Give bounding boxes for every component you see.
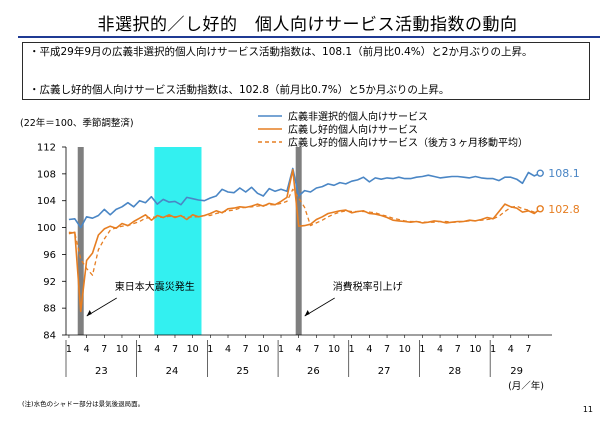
y-tick-label: 100 — [37, 223, 56, 234]
x-tick-label: 7 — [101, 344, 107, 355]
y-tick-label: 104 — [37, 196, 56, 207]
end-marker-hobby — [536, 205, 544, 213]
x-tick-label: 10 — [187, 344, 199, 355]
x-tick-label: 10 — [116, 344, 128, 355]
x-tick-label: 7 — [243, 344, 249, 355]
x-tick-label: 7 — [384, 344, 390, 355]
year-label: 23 — [95, 366, 108, 377]
x-tick-label: 10 — [469, 344, 481, 355]
year-label: 25 — [236, 366, 249, 377]
chart-area: (22年＝100、季節調整済) 84 88 92 96 100 104 108 112 1 4 7 10… — [0, 100, 615, 395]
x-tick-label: 7 — [525, 344, 531, 355]
recession-shade — [154, 147, 202, 335]
summary-box: ・平成29年9月の広義非選択的個人向けサービス活動指数は、108.1（前月比0.… — [22, 42, 590, 100]
summary-bullet-nonselective: ・平成29年9月の広義非選択的個人向けサービス活動指数は、108.1（前月比0.… — [29, 46, 533, 58]
event-bar-0 — [77, 147, 84, 335]
year-label: 26 — [307, 366, 320, 377]
chart-subtitle: (22年＝100、季節調整済) — [20, 117, 134, 129]
x-tick-label: 4 — [84, 344, 90, 355]
x-tick-label: 4 — [437, 344, 443, 355]
x-unit-label: (月／年) — [508, 380, 544, 392]
x-tick-label: 1 — [419, 344, 425, 355]
x-tick-label: 1 — [349, 344, 355, 355]
event-bar-1 — [295, 147, 302, 335]
y-tick-label: 108 — [37, 169, 56, 180]
line-hobby-ma3 — [68, 188, 541, 276]
legend-label-0: 広義非選択的個人向けサービス — [288, 110, 428, 123]
page-title: 非選択的／し好的 個人向けサービス活動指数の動向 — [97, 15, 518, 35]
summary-bullet-hobby: ・広義し好的個人向けサービス活動指数は、102.8（前月比0.7%）と5か月ぶり… — [29, 84, 450, 96]
page-number: 11 — [582, 405, 593, 414]
x-tick-label: 4 — [225, 344, 231, 355]
footnote: (注)水色のシャドー部分は景気後退局面。 — [22, 400, 145, 408]
x-tick-label: 7 — [313, 344, 319, 355]
event-arrowhead-1 — [304, 310, 310, 316]
title-underline — [18, 36, 600, 38]
x-tick-label: 1 — [278, 344, 284, 355]
year-label: 24 — [166, 366, 179, 377]
end-label-hobby: 102.8 — [548, 203, 580, 216]
x-tick-label: 10 — [399, 344, 411, 355]
year-label: 27 — [378, 366, 391, 377]
x-tick-label: 7 — [455, 344, 461, 355]
legend-label-2: 広義し好的個人向けサービス（後方３ヶ月移動平均） — [288, 136, 528, 149]
end-marker-nonselective — [536, 169, 544, 177]
event-arrow-1 — [304, 297, 335, 317]
line-nonselective — [68, 167, 541, 229]
x-tick-label: 7 — [172, 344, 178, 355]
x-tick-label: 4 — [366, 344, 372, 355]
event-label-0: 東日本大震災発生 — [115, 280, 195, 293]
x-tick-label: 4 — [296, 344, 302, 355]
year-label: 28 — [448, 366, 461, 377]
x-tick-label: 1 — [207, 344, 213, 355]
legend-label-1: 広義し好的個人向けサービス — [288, 123, 418, 136]
x-tick-label: 1 — [490, 344, 496, 355]
y-tick-label: 92 — [43, 277, 56, 288]
year-label: 29 — [510, 366, 523, 377]
y-tick-label: 112 — [37, 143, 56, 154]
y-tick-label: 84 — [43, 331, 56, 342]
event-arrow-0 — [86, 297, 117, 317]
x-tick-label: 1 — [66, 344, 72, 355]
x-tick-label: 10 — [257, 344, 269, 355]
x-tick-label: 4 — [508, 344, 514, 355]
event-label-1: 消費税率引上げ — [333, 280, 403, 293]
end-label-nonselective: 108.1 — [548, 167, 580, 180]
event-arrowhead-0 — [86, 310, 92, 316]
x-tick-label: 10 — [328, 344, 340, 355]
y-tick-label: 96 — [43, 250, 56, 261]
x-tick-label: 1 — [137, 344, 143, 355]
y-tick-label: 88 — [43, 304, 56, 315]
x-tick-label: 4 — [154, 344, 160, 355]
